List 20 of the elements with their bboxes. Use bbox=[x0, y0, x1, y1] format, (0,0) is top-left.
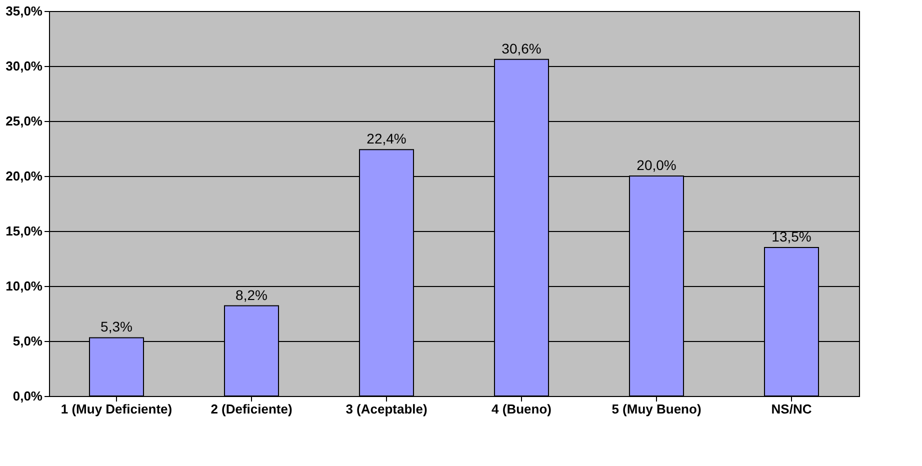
x-tick-label: 1 (Muy Deficiente) bbox=[60, 402, 172, 416]
x-tick-label: NS/NC bbox=[771, 402, 812, 416]
x-tick-label: 5 (Muy Bueno) bbox=[612, 402, 702, 416]
y-tick-label: 5,0% bbox=[12, 334, 43, 348]
y-tick-label: 10,0% bbox=[6, 278, 43, 294]
x-tick-label: 3 (Aceptable) bbox=[346, 402, 428, 416]
data-label: 20,0% bbox=[636, 157, 676, 173]
y-tick-label: 35,0% bbox=[6, 4, 43, 18]
x-tick-label: 2 (Deficiente) bbox=[210, 402, 292, 416]
data-label: 22,4% bbox=[366, 130, 406, 147]
y-tick-label: 20,0% bbox=[6, 168, 43, 184]
y-tick-label: 25,0% bbox=[6, 114, 43, 128]
data-label: 8,2% bbox=[236, 286, 268, 303]
data-label: 5,3% bbox=[100, 318, 132, 335]
x-tick-label: 4 (Bueno) bbox=[492, 402, 552, 416]
data-label: 30,6% bbox=[502, 40, 542, 56]
y-tick-label: 15,0% bbox=[6, 224, 43, 238]
data-label: 13,5% bbox=[772, 228, 812, 244]
y-tick-label: 0,0% bbox=[12, 388, 43, 404]
y-tick-label: 30,0% bbox=[6, 58, 43, 74]
